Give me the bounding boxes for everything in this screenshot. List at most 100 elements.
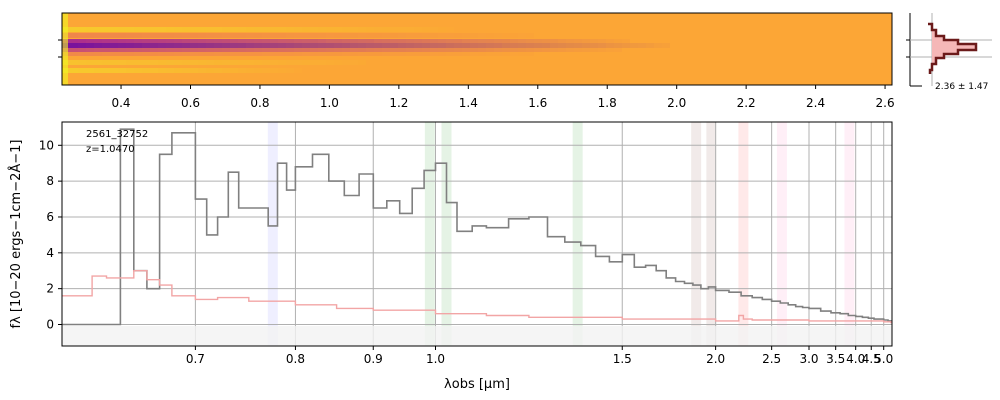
spectrum-2d-frame bbox=[61, 12, 893, 86]
spectrum-2d-cell bbox=[366, 33, 374, 38]
spectrum-2d-cell bbox=[150, 33, 158, 38]
spectrum-2d-cell bbox=[406, 33, 414, 38]
spectrum-2d-cell bbox=[422, 52, 430, 56]
spectrum-2d-cell bbox=[318, 43, 326, 48]
spectrum-2d-cell bbox=[118, 33, 126, 38]
spectrum-2d-cell bbox=[102, 52, 110, 56]
spectrum-2d-cell bbox=[198, 27, 206, 32]
spectrum-2d-cell bbox=[134, 68, 142, 73]
spectrum-2d-cell bbox=[70, 52, 78, 56]
spectrum-2d-cell bbox=[262, 27, 270, 32]
spectrum-2d-cell bbox=[150, 52, 158, 56]
spectrum-1d-panel: 0.7 0.8 0.9 1.0 1.5 2.0 2.5 3.0 3.5 4.04.55.0 0 2 4… bbox=[8, 121, 893, 392]
spectrum-2d-cell bbox=[478, 43, 486, 48]
spectrum-2d-cell bbox=[134, 48, 142, 52]
spectrum-2d-cell bbox=[166, 43, 174, 48]
spectrum-2d-cell bbox=[110, 33, 118, 38]
spectrum-2d-cell bbox=[198, 48, 206, 52]
spectrum-2d-cell bbox=[102, 60, 110, 65]
spectrum-2d-cell bbox=[94, 52, 102, 56]
spectrum-2d-cell bbox=[94, 43, 102, 48]
flux-series bbox=[62, 128, 892, 326]
x-tick-label: 0.8 bbox=[286, 352, 305, 366]
spectrum-2d-x-tick-label: 1.0 bbox=[320, 96, 339, 110]
spectrum-2d-x-tick-label: 2.4 bbox=[806, 96, 825, 110]
spectrum-2d-cell bbox=[574, 43, 582, 48]
spectrum-2d-cell bbox=[246, 39, 254, 43]
spectrum-2d-cell bbox=[142, 60, 150, 65]
spectrum-2d-cell bbox=[278, 60, 286, 65]
emission-line-band bbox=[424, 122, 435, 346]
spectrum-2d-cell bbox=[366, 43, 374, 48]
plot-area bbox=[62, 122, 892, 346]
spectrum-2d-cell bbox=[326, 52, 334, 56]
spectrum-2d-cell bbox=[374, 52, 382, 56]
spectrum-2d-cell bbox=[614, 39, 622, 43]
spectrum-2d-cell bbox=[526, 48, 534, 52]
spectrum-2d-panel: 0.4 0.6 0.8 1.0 1.2 1.4 1.6 1.8 2.0 2.2 2.4 2.6 bbox=[58, 12, 895, 110]
spectrum-2d-cell bbox=[558, 39, 566, 43]
redshift-label: z=1.0470 bbox=[86, 144, 135, 155]
spectrum-2d-cell bbox=[86, 39, 94, 43]
spectrum-2d-cell bbox=[462, 39, 470, 43]
spectrum-2d-cell bbox=[294, 27, 302, 32]
spectrum-2d-cell bbox=[94, 27, 102, 32]
spectrum-2d-cell bbox=[166, 68, 174, 73]
spectrum-2d-cell bbox=[470, 33, 478, 38]
spectrum-2d-cell bbox=[118, 39, 126, 43]
y-tick-label: 0 bbox=[46, 317, 54, 331]
spectrum-2d-cell bbox=[150, 27, 158, 32]
spectrum-2d-cell bbox=[374, 33, 382, 38]
spectrum-2d-cell bbox=[622, 43, 630, 48]
y-tick-label: 8 bbox=[46, 174, 54, 188]
spectrum-2d-cell bbox=[486, 43, 494, 48]
spectrum-2d-cell bbox=[358, 39, 366, 43]
spectrum-2d-cell bbox=[326, 33, 334, 38]
spectrum-2d-cell bbox=[118, 27, 126, 32]
x-tick-label: 1.0 bbox=[426, 352, 445, 366]
spectrum-2d-cell bbox=[478, 52, 486, 56]
spectrum-2d-cell bbox=[270, 52, 278, 56]
spectrum-2d-cell bbox=[558, 48, 566, 52]
spectrum-2d-cell bbox=[126, 48, 134, 52]
spectrum-2d-cell bbox=[342, 39, 350, 43]
spectrum-2d-cell bbox=[494, 39, 502, 43]
spectrum-2d-cell bbox=[350, 52, 358, 56]
spectrum-2d-cell bbox=[566, 43, 574, 48]
spectrum-2d-cell bbox=[134, 33, 142, 38]
spectrum-2d-cell bbox=[254, 39, 262, 43]
spectrum-2d-cell bbox=[414, 27, 422, 32]
zero-level-band bbox=[62, 326, 892, 346]
spectrum-2d-cell bbox=[270, 60, 278, 65]
spectrum-2d-cell bbox=[230, 52, 238, 56]
emission-line-band bbox=[738, 122, 749, 346]
spectrum-2d-cell bbox=[230, 33, 238, 38]
spectrum-2d-cell bbox=[190, 48, 198, 52]
emission-line-band bbox=[844, 122, 855, 346]
spectrum-2d-cell bbox=[470, 43, 478, 48]
spectrum-2d-cell bbox=[550, 43, 558, 48]
spectrum-2d-cell bbox=[518, 39, 526, 43]
spectrum-2d-cell bbox=[270, 43, 278, 48]
spectrum-2d-cell bbox=[278, 48, 286, 52]
spectrum-2d-cell bbox=[70, 48, 78, 52]
x-tick-label: 4.5 bbox=[862, 352, 881, 366]
spectrum-2d-cell bbox=[470, 52, 478, 56]
spectrum-2d-x-axis: 0.4 0.6 0.8 1.0 1.2 1.4 1.6 1.8 2.0 2.2 2.4 2.6 bbox=[111, 85, 895, 110]
spectrum-2d-cell bbox=[238, 27, 246, 32]
spectrum-2d-cell bbox=[590, 43, 598, 48]
spectrum-2d-cell bbox=[222, 48, 230, 52]
spectrum-2d-cell bbox=[222, 33, 230, 38]
spectrum-2d-cell bbox=[198, 68, 206, 73]
spectrum-2d-cell bbox=[502, 52, 510, 56]
spectrum-2d-cell bbox=[126, 43, 134, 48]
spectrum-2d-cell bbox=[86, 27, 94, 32]
spectrum-2d-cell bbox=[534, 43, 542, 48]
spectrum-2d-cell bbox=[446, 33, 454, 38]
spectrum-2d-cell bbox=[454, 52, 462, 56]
spectrum-2d-cell bbox=[390, 43, 398, 48]
plot-frame bbox=[61, 121, 893, 347]
spectrum-2d-cell bbox=[342, 33, 350, 38]
spectrum-2d-cell bbox=[310, 33, 318, 38]
spectrum-2d-cell bbox=[294, 48, 302, 52]
